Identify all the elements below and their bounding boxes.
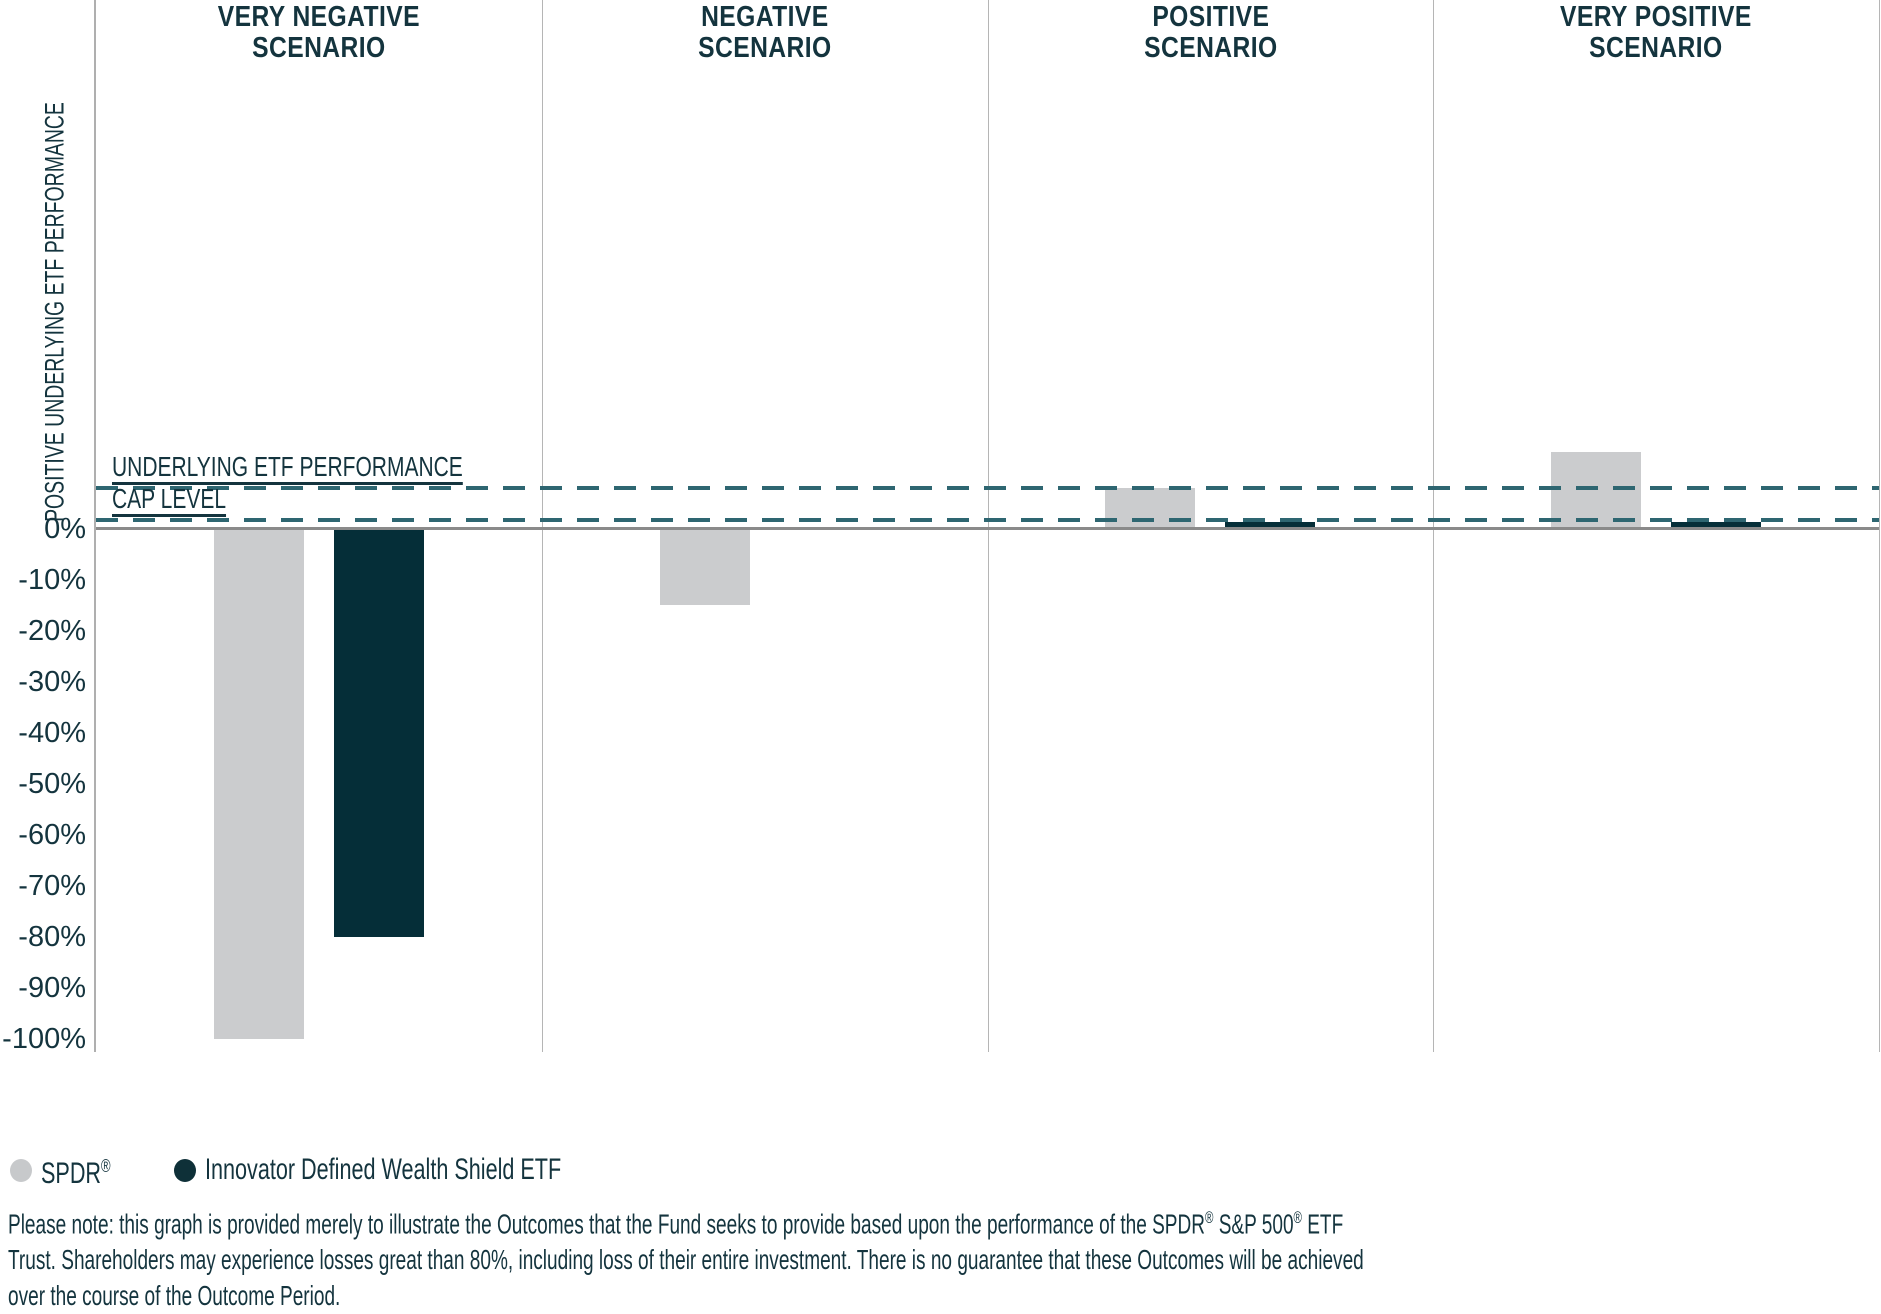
panel-divider <box>987 0 989 1052</box>
scenario-title-2: NEGATIVE SCENARIO <box>697 1 832 64</box>
scenario-title-4: VERY POSITIVE SCENARIO <box>1560 1 1753 64</box>
plot-area: VERY NEGATIVE SCENARIO NEGATIVE SCENARIO P… <box>94 0 1880 1052</box>
innovator-legend-swatch <box>173 1158 196 1182</box>
legend-item-innovator: Innovator Defined Wealth Shield ETF <box>173 1151 700 1189</box>
reference-line-label-underlying-etf-performance: UNDERLYING ETF PERFORMANCE <box>112 450 463 482</box>
legend-label: SPDR® <box>41 1156 111 1190</box>
y-axis-title: POSITIVE UNDERLYING ETF PERFORMANCE <box>39 102 70 522</box>
registered-mark: ® <box>101 1156 111 1176</box>
disclaimer-line: Trust. Shareholders may experience losse… <box>8 1244 1364 1276</box>
y-tick--90pct: -90% <box>18 972 86 1005</box>
panel-divider <box>541 0 543 1052</box>
y-tick--70pct: -70% <box>18 870 86 903</box>
legend-item-spdr: SPDR® <box>10 1147 138 1193</box>
y-tick--100pct: -100% <box>2 1023 86 1056</box>
disclaimer-line: Please note: this graph is provided mere… <box>8 1208 1344 1240</box>
y-tick--20pct: -20% <box>18 614 86 647</box>
panel-divider <box>1433 0 1435 1052</box>
reference-line-underlying-etf-performance <box>96 485 1879 490</box>
registered-mark: ® <box>1293 1208 1302 1227</box>
y-tick--10pct: -10% <box>18 563 86 596</box>
scenario-title-1: VERY NEGATIVE SCENARIO <box>217 1 421 64</box>
disclaimer-line: over the course of the Outcome Period. <box>8 1280 341 1312</box>
legend: SPDR® Innovator Defined Wealth Shield ETF <box>10 1147 699 1193</box>
bar-innovator-4 <box>1671 521 1762 529</box>
reference-line-label-cap-level: CAP LEVEL <box>112 483 227 515</box>
legend-label: Innovator Defined Wealth Shield ETF <box>204 1153 561 1186</box>
reference-line-cap-level <box>96 518 1879 523</box>
scenario-title-3: POSITIVE SCENARIO <box>1143 1 1278 64</box>
y-tick--60pct: -60% <box>18 818 86 851</box>
y-tick--50pct: -50% <box>18 767 86 800</box>
spdr-legend-swatch <box>10 1158 32 1182</box>
registered-mark: ® <box>1205 1208 1214 1227</box>
bar-spdr-3 <box>1105 487 1196 529</box>
zero-percent-line <box>96 527 1879 531</box>
y-tick-0pct: 0% <box>44 512 86 545</box>
y-tick--40pct: -40% <box>18 716 86 749</box>
bar-innovator-3 <box>1225 521 1316 529</box>
y-tick--80pct: -80% <box>18 921 86 954</box>
bar-innovator-1 <box>333 528 424 938</box>
bar-spdr-1 <box>213 528 304 1040</box>
bar-spdr-2 <box>659 528 750 606</box>
bar-spdr-4 <box>1551 451 1642 529</box>
disclaimer: Please note: this graph is provided mere… <box>8 1200 1364 1314</box>
y-tick--30pct: -30% <box>18 665 86 698</box>
